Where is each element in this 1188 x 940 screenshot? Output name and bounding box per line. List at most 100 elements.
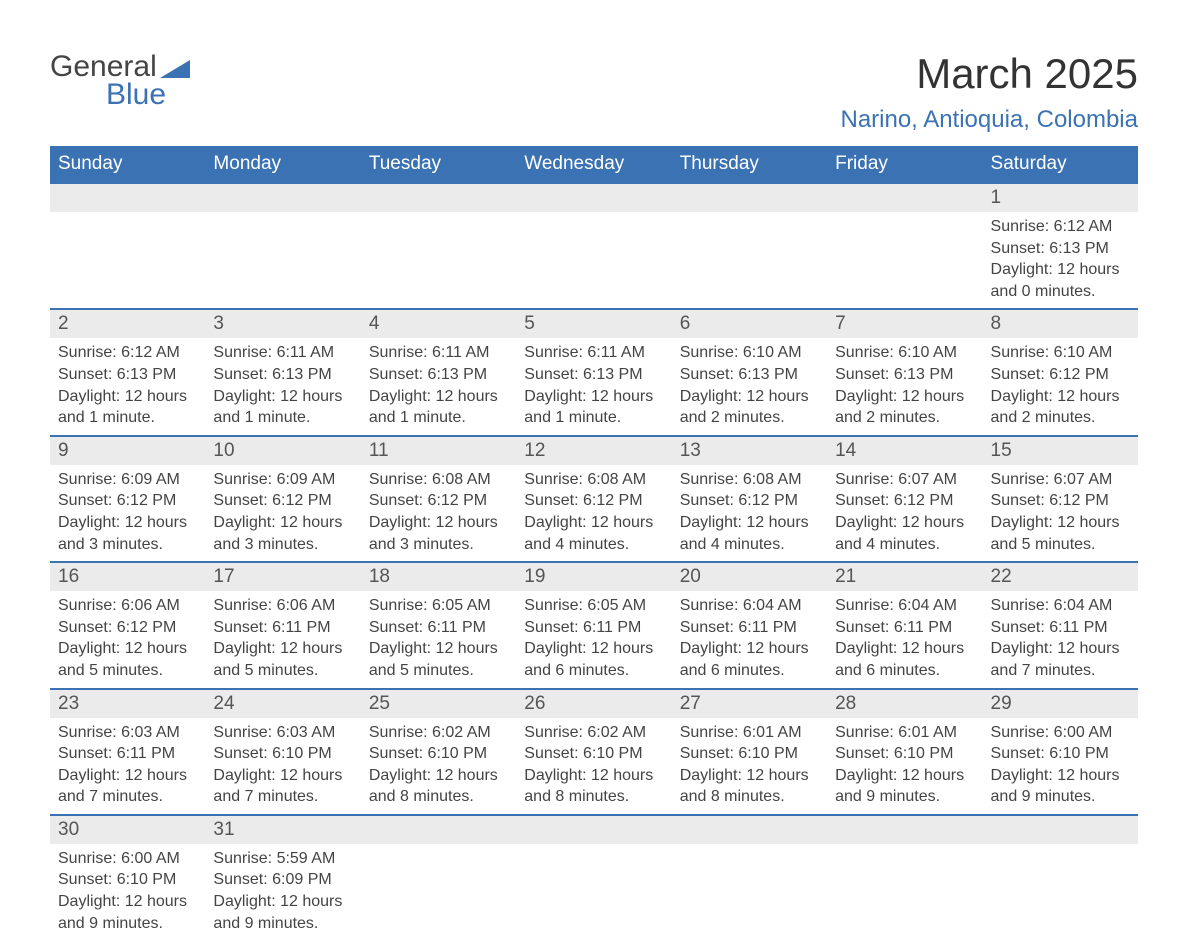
daylight-line: Daylight: 12 hours and 1 minute.	[524, 386, 663, 429]
daylight-line: Daylight: 12 hours and 6 minutes.	[680, 638, 819, 681]
sunset-line: Sunset: 6:12 PM	[58, 490, 197, 512]
day-number-cell: 18	[361, 562, 516, 591]
day-detail-cell: Sunrise: 6:10 AMSunset: 6:12 PMDaylight:…	[983, 338, 1138, 435]
daylight-line: Daylight: 12 hours and 9 minutes.	[58, 891, 197, 934]
sunrise-line: Sunrise: 6:11 AM	[213, 342, 352, 364]
day-number: 2	[58, 313, 69, 334]
sunset-line: Sunset: 6:12 PM	[524, 490, 663, 512]
day-number: 13	[680, 440, 701, 461]
day-number: 18	[369, 566, 390, 587]
day-number: 29	[991, 693, 1012, 714]
day-number: 3	[213, 313, 224, 334]
day-number-cell: 9	[50, 436, 205, 465]
day-number-cell: 23	[50, 689, 205, 718]
day-number-cell: 8	[983, 309, 1138, 338]
sunset-line: Sunset: 6:11 PM	[524, 617, 663, 639]
sunset-line: Sunset: 6:11 PM	[58, 743, 197, 765]
day-number: 4	[369, 313, 380, 334]
day-number: 31	[213, 819, 234, 840]
daylight-line: Daylight: 12 hours and 1 minute.	[213, 386, 352, 429]
day-detail-cell: Sunrise: 6:00 AMSunset: 6:10 PMDaylight:…	[983, 718, 1138, 815]
day-detail-cell	[50, 212, 205, 309]
sunset-line: Sunset: 6:12 PM	[991, 364, 1130, 386]
day-detail-cell: Sunrise: 6:06 AMSunset: 6:11 PMDaylight:…	[205, 591, 360, 688]
day-detail-cell: Sunrise: 6:05 AMSunset: 6:11 PMDaylight:…	[361, 591, 516, 688]
sunrise-line: Sunrise: 6:06 AM	[213, 595, 352, 617]
sunset-line: Sunset: 6:13 PM	[835, 364, 974, 386]
page-subtitle: Narino, Antioquia, Colombia	[840, 106, 1138, 134]
daylight-line: Daylight: 12 hours and 8 minutes.	[680, 765, 819, 808]
daylight-line: Daylight: 12 hours and 6 minutes.	[524, 638, 663, 681]
sunset-line: Sunset: 6:12 PM	[680, 490, 819, 512]
day-detail-cell	[983, 844, 1138, 940]
sunrise-line: Sunrise: 6:12 AM	[58, 342, 197, 364]
daylight-line: Daylight: 12 hours and 7 minutes.	[213, 765, 352, 808]
day-number-cell	[827, 815, 982, 844]
sunset-line: Sunset: 6:13 PM	[213, 364, 352, 386]
detail-row: Sunrise: 6:00 AMSunset: 6:10 PMDaylight:…	[50, 844, 1138, 940]
day-number: 14	[835, 440, 856, 461]
daynum-row: 23242526272829	[50, 689, 1138, 718]
daynum-row: 16171819202122	[50, 562, 1138, 591]
day-number: 23	[58, 693, 79, 714]
day-detail-cell: Sunrise: 6:04 AMSunset: 6:11 PMDaylight:…	[827, 591, 982, 688]
sunset-line: Sunset: 6:11 PM	[369, 617, 508, 639]
day-number-cell: 25	[361, 689, 516, 718]
sunrise-line: Sunrise: 6:03 AM	[213, 722, 352, 744]
daylight-line: Daylight: 12 hours and 3 minutes.	[213, 512, 352, 555]
daylight-line: Daylight: 12 hours and 1 minute.	[58, 386, 197, 429]
day-number: 21	[835, 566, 856, 587]
day-number-cell: 4	[361, 309, 516, 338]
day-detail-cell: Sunrise: 6:04 AMSunset: 6:11 PMDaylight:…	[672, 591, 827, 688]
day-number-cell: 20	[672, 562, 827, 591]
sunset-line: Sunset: 6:12 PM	[991, 490, 1130, 512]
day-number: 24	[213, 693, 234, 714]
sunset-line: Sunset: 6:13 PM	[58, 364, 197, 386]
day-detail-cell	[516, 212, 671, 309]
day-number-cell: 14	[827, 436, 982, 465]
day-detail-cell	[205, 212, 360, 309]
sunset-line: Sunset: 6:11 PM	[213, 617, 352, 639]
sunset-line: Sunset: 6:10 PM	[58, 869, 197, 891]
day-number-cell: 19	[516, 562, 671, 591]
col-friday: Friday	[827, 146, 982, 183]
daylight-line: Daylight: 12 hours and 5 minutes.	[369, 638, 508, 681]
day-number-cell: 11	[361, 436, 516, 465]
sunrise-line: Sunrise: 6:10 AM	[680, 342, 819, 364]
day-number-cell	[361, 183, 516, 212]
sunset-line: Sunset: 6:13 PM	[991, 238, 1130, 260]
day-number-cell: 24	[205, 689, 360, 718]
calendar-table: Sunday Monday Tuesday Wednesday Thursday…	[50, 146, 1138, 940]
sunrise-line: Sunrise: 6:05 AM	[524, 595, 663, 617]
day-detail-cell: Sunrise: 6:01 AMSunset: 6:10 PMDaylight:…	[827, 718, 982, 815]
day-number: 28	[835, 693, 856, 714]
sunset-line: Sunset: 6:13 PM	[680, 364, 819, 386]
sunrise-line: Sunrise: 6:11 AM	[524, 342, 663, 364]
day-number: 11	[369, 440, 389, 461]
daylight-line: Daylight: 12 hours and 4 minutes.	[680, 512, 819, 555]
day-detail-cell: Sunrise: 6:07 AMSunset: 6:12 PMDaylight:…	[983, 465, 1138, 562]
day-detail-cell: Sunrise: 6:02 AMSunset: 6:10 PMDaylight:…	[361, 718, 516, 815]
day-detail-cell: Sunrise: 6:11 AMSunset: 6:13 PMDaylight:…	[205, 338, 360, 435]
daylight-line: Daylight: 12 hours and 0 minutes.	[991, 259, 1130, 302]
day-number-cell: 3	[205, 309, 360, 338]
sunset-line: Sunset: 6:10 PM	[680, 743, 819, 765]
daylight-line: Daylight: 12 hours and 9 minutes.	[213, 891, 352, 934]
daylight-line: Daylight: 12 hours and 4 minutes.	[835, 512, 974, 555]
day-detail-cell: Sunrise: 6:09 AMSunset: 6:12 PMDaylight:…	[205, 465, 360, 562]
day-number-cell: 7	[827, 309, 982, 338]
day-detail-cell: Sunrise: 6:09 AMSunset: 6:12 PMDaylight:…	[50, 465, 205, 562]
day-number-cell	[516, 183, 671, 212]
daylight-line: Daylight: 12 hours and 8 minutes.	[369, 765, 508, 808]
day-detail-cell: Sunrise: 6:00 AMSunset: 6:10 PMDaylight:…	[50, 844, 205, 940]
day-detail-cell: Sunrise: 6:10 AMSunset: 6:13 PMDaylight:…	[672, 338, 827, 435]
sunset-line: Sunset: 6:12 PM	[213, 490, 352, 512]
daylight-line: Daylight: 12 hours and 9 minutes.	[835, 765, 974, 808]
daynum-row: 3031	[50, 815, 1138, 844]
day-number-cell: 21	[827, 562, 982, 591]
day-number-cell: 16	[50, 562, 205, 591]
day-detail-cell: Sunrise: 6:01 AMSunset: 6:10 PMDaylight:…	[672, 718, 827, 815]
day-number-cell: 22	[983, 562, 1138, 591]
sunrise-line: Sunrise: 6:02 AM	[524, 722, 663, 744]
daylight-line: Daylight: 12 hours and 3 minutes.	[369, 512, 508, 555]
